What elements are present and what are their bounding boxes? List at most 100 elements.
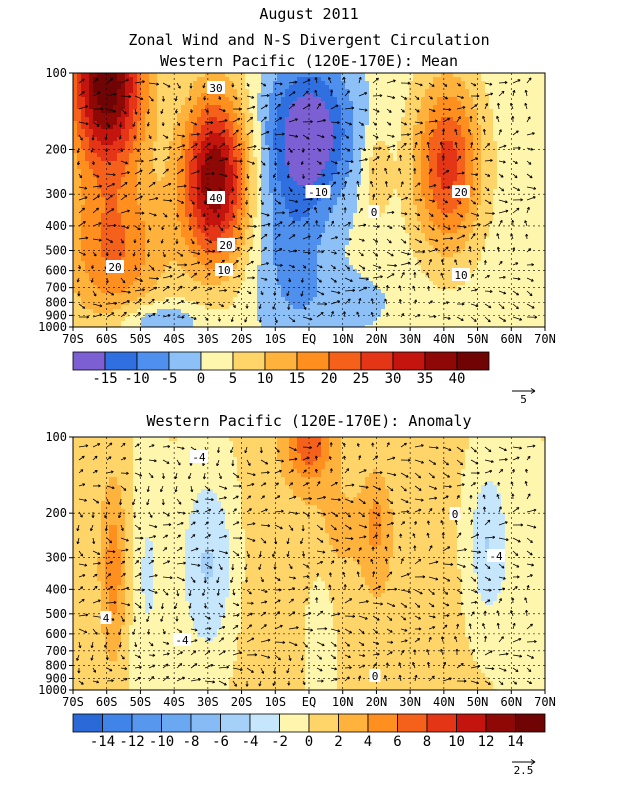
field-cell [113, 89, 118, 94]
field-cell [121, 149, 126, 154]
field-cell [377, 157, 382, 162]
field-cell [505, 101, 510, 106]
field-cell [217, 145, 222, 150]
field-cell [469, 193, 474, 198]
field-cell [113, 121, 118, 126]
field-cell [197, 89, 202, 94]
field-cell [337, 169, 342, 174]
field-cell [109, 209, 114, 214]
field-cell [461, 237, 466, 242]
field-cell [341, 85, 346, 90]
field-cell [125, 133, 130, 138]
field-cell [289, 145, 294, 150]
field-cell [485, 185, 490, 190]
field-cell [149, 121, 154, 126]
field-cell [541, 137, 545, 142]
field-cell [109, 97, 114, 102]
field-cell [429, 133, 434, 138]
field-cell [409, 141, 414, 146]
field-cell [341, 221, 346, 226]
field-cell [249, 161, 254, 166]
field-cell [181, 217, 186, 222]
field-cell [525, 97, 530, 102]
field-cell [205, 161, 210, 166]
field-cell [165, 233, 170, 238]
field-cell [297, 73, 302, 78]
field-cell [149, 129, 154, 134]
field-cell [109, 213, 114, 218]
field-cell [285, 169, 290, 174]
field-cell [485, 165, 490, 170]
field-cell [129, 233, 134, 238]
field-cell [369, 109, 374, 114]
field-cell [317, 117, 322, 122]
field-cell [185, 209, 190, 214]
field-cell [321, 145, 326, 150]
field-cell [189, 209, 194, 214]
field-cell [257, 237, 262, 242]
field-cell [517, 201, 522, 206]
field-cell [133, 209, 138, 214]
field-cell [389, 93, 394, 98]
field-cell [501, 85, 506, 90]
field-cell [433, 97, 438, 102]
field-cell [181, 93, 186, 98]
field-cell [329, 125, 334, 130]
field-cell [385, 177, 390, 182]
field-cell [253, 113, 258, 118]
field-cell [301, 193, 306, 198]
field-cell [453, 133, 458, 138]
field-cell [453, 237, 458, 242]
field-cell [265, 225, 270, 230]
field-cell [353, 181, 358, 186]
field-cell [93, 89, 98, 94]
field-cell [417, 169, 422, 174]
field-cell [369, 149, 374, 154]
field-cell [293, 213, 298, 218]
field-cell [221, 205, 226, 210]
field-cell [305, 169, 310, 174]
field-cell [433, 185, 438, 190]
field-cell [321, 129, 326, 134]
field-cell [481, 133, 486, 138]
field-cell [377, 201, 382, 206]
field-cell [77, 181, 82, 186]
field-cell [533, 81, 538, 86]
field-cell [529, 237, 534, 242]
field-cell [181, 213, 186, 218]
field-cell [293, 101, 298, 106]
field-cell [285, 149, 290, 154]
field-cell [293, 189, 298, 194]
field-cell [353, 189, 358, 194]
field-cell [189, 225, 194, 230]
field-cell [433, 177, 438, 182]
field-cell [469, 133, 474, 138]
field-cell [81, 137, 86, 142]
field-cell [433, 181, 438, 186]
field-cell [497, 145, 502, 150]
field-cell [445, 105, 450, 110]
field-cell [245, 149, 250, 154]
field-cell [209, 221, 214, 226]
field-cell [313, 157, 318, 162]
field-cell [117, 189, 122, 194]
field-cell [417, 93, 422, 98]
field-cell [201, 89, 206, 94]
field-cell [261, 209, 266, 214]
field-cell [125, 205, 130, 210]
field-cell [213, 161, 218, 166]
field-cell [185, 113, 190, 118]
field-cell [425, 221, 430, 226]
field-cell [329, 181, 334, 186]
field-cell [397, 229, 402, 234]
field-cell [253, 221, 258, 226]
field-cell [109, 169, 114, 174]
field-cell [281, 213, 286, 218]
field-cell [117, 153, 122, 158]
field-cell [121, 137, 126, 142]
field-cell [377, 81, 382, 86]
field-cell [161, 213, 166, 218]
field-cell [413, 125, 418, 130]
field-cell [513, 217, 518, 222]
field-cell [93, 241, 98, 246]
